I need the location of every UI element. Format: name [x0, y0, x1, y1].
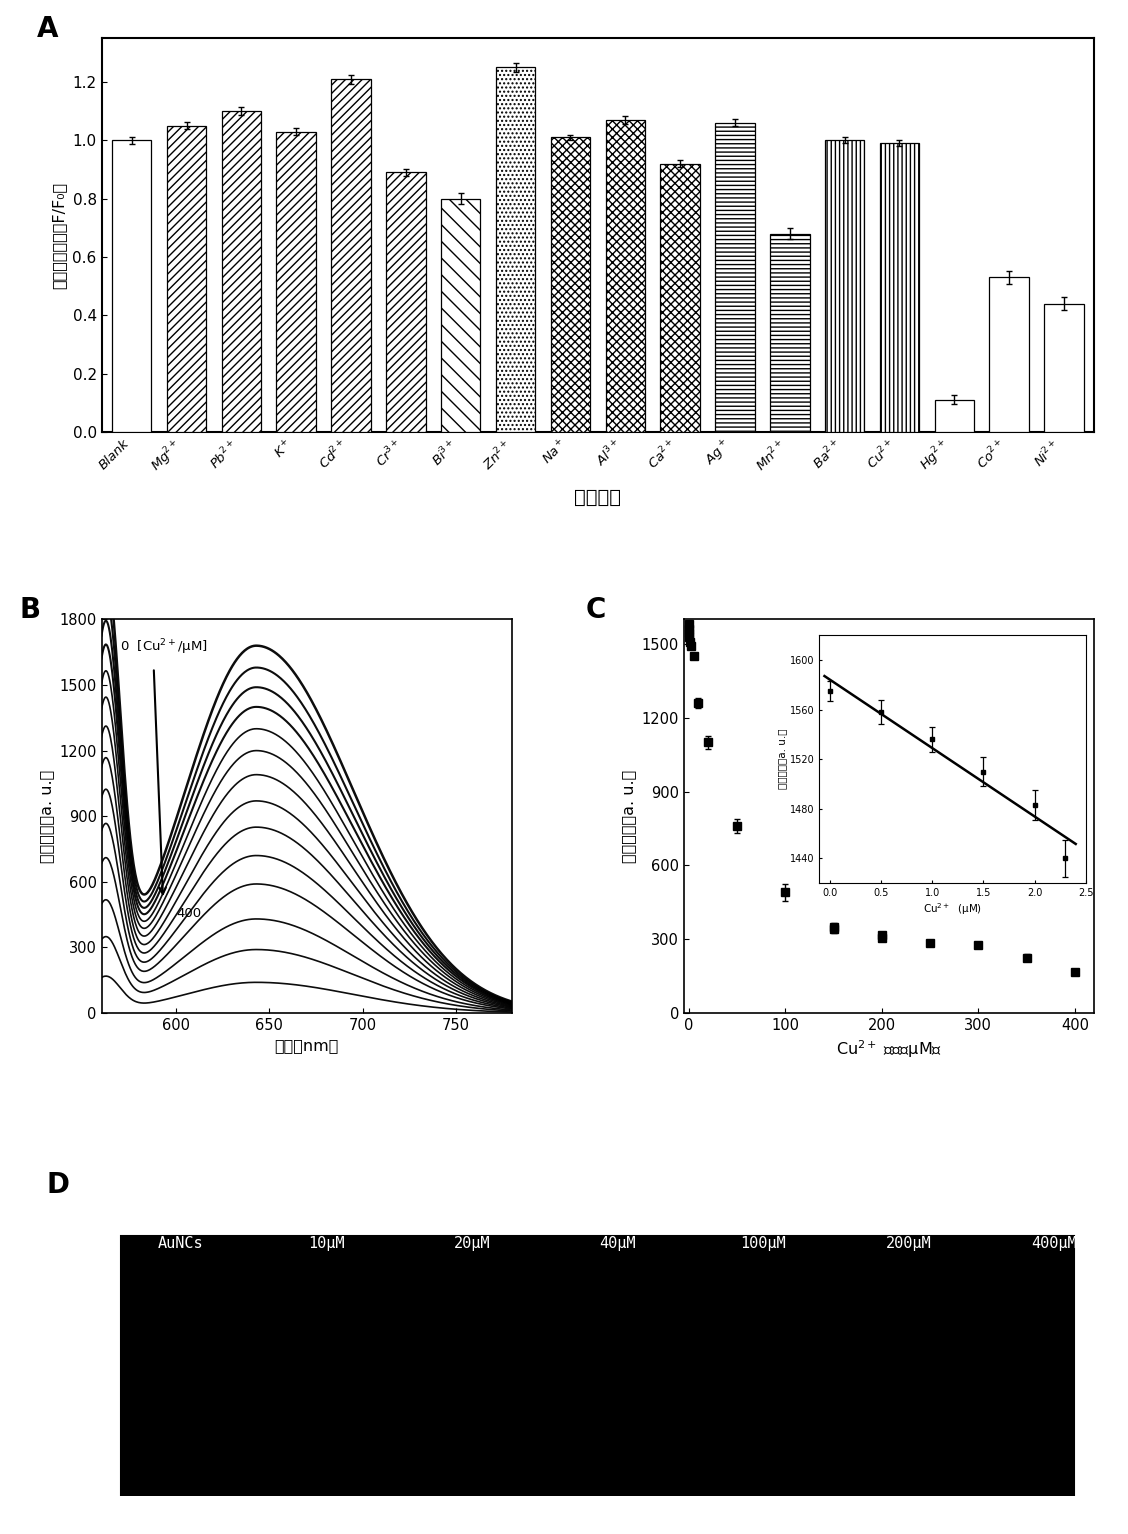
Text: 100μM: 100μM: [740, 1236, 786, 1250]
Bar: [221, 112, 261, 433]
X-axis label: 波长（nm）: 波长（nm）: [274, 1039, 338, 1054]
Bar: [276, 132, 316, 433]
Text: D: D: [47, 1170, 70, 1200]
Text: B: B: [19, 595, 41, 624]
Text: A: A: [37, 15, 59, 43]
Text: 400μM: 400μM: [1032, 1236, 1077, 1250]
Text: C: C: [585, 595, 606, 624]
Bar: [496, 67, 536, 433]
Bar: [441, 199, 481, 433]
Bar: [1045, 304, 1084, 433]
Bar: [770, 233, 810, 433]
Bar: [825, 141, 864, 433]
Text: 0  [Cu$^{2+}$/μM]: 0 [Cu$^{2+}$/μM]: [121, 637, 208, 657]
Bar: [332, 80, 371, 433]
Bar: [550, 138, 590, 433]
Bar: [880, 143, 919, 433]
Bar: [167, 126, 206, 433]
Bar: [112, 141, 151, 433]
X-axis label: 金属离子: 金属离子: [574, 488, 622, 506]
Text: 400: 400: [176, 907, 201, 920]
Bar: [386, 172, 425, 433]
Y-axis label: 荧光强度（a. u.）: 荧光强度（a. u.）: [622, 770, 636, 862]
Bar: [935, 400, 975, 433]
FancyBboxPatch shape: [122, 1236, 1074, 1496]
Text: 200μM: 200μM: [887, 1236, 932, 1250]
Y-axis label: 相对荧光强度（F/F₀）: 相对荧光强度（F/F₀）: [52, 181, 67, 288]
Bar: [989, 278, 1029, 433]
Text: AuNCs: AuNCs: [158, 1236, 204, 1250]
Bar: [606, 120, 645, 433]
Text: 20μM: 20μM: [453, 1236, 491, 1250]
Bar: [715, 123, 755, 433]
X-axis label: Cu$^{2+}$ 浓度（μM）: Cu$^{2+}$ 浓度（μM）: [836, 1039, 942, 1060]
Text: 40μM: 40μM: [599, 1236, 636, 1250]
Bar: [660, 164, 699, 433]
Text: 10μM: 10μM: [308, 1236, 345, 1250]
Y-axis label: 荧光强度（a. u.）: 荧光强度（a. u.）: [38, 770, 54, 862]
